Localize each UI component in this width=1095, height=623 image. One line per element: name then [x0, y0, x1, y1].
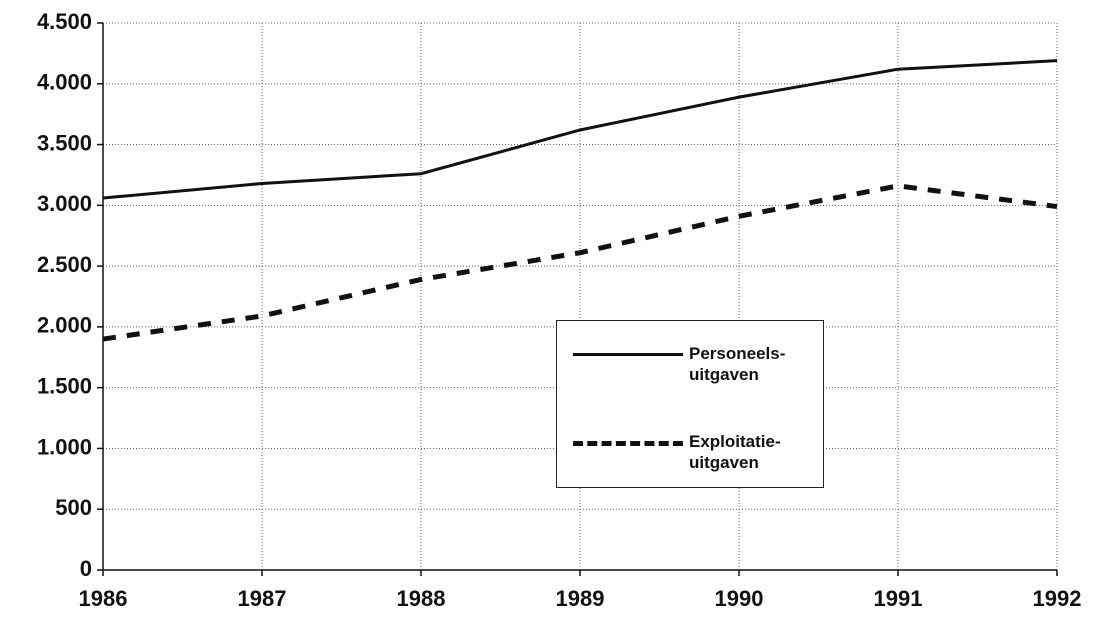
y-tick-label: 4.500: [37, 9, 92, 34]
legend: Personeels- uitgaven Exploitatie- uitgave…: [556, 320, 824, 488]
x-tick-label: 1986: [79, 586, 128, 611]
x-tick-label: 1987: [238, 586, 287, 611]
legend-swatch: [573, 353, 683, 356]
x-tick-label: 1992: [1033, 586, 1082, 611]
legend-label: Personeels- uitgaven: [689, 344, 786, 384]
x-tick-label: 1988: [397, 586, 446, 611]
y-tick-label: 4.000: [37, 70, 92, 95]
legend-swatch: [573, 441, 683, 446]
line-series: [102, 59, 1058, 200]
y-tick-label: 3.000: [37, 191, 92, 216]
legend-label: Exploitatie- uitgaven: [689, 432, 781, 472]
y-tick-label: 0: [80, 556, 92, 581]
y-tick-label: 2.500: [37, 252, 92, 277]
y-tick-label: 3.500: [37, 130, 92, 155]
y-tick-label: 500: [55, 495, 92, 520]
x-tick-label: 1991: [874, 586, 923, 611]
x-tick-label: 1989: [556, 586, 605, 611]
y-tick-label: 2.000: [37, 313, 92, 338]
y-tick-label: 1.000: [37, 434, 92, 459]
line-series: [102, 183, 1058, 342]
y-tick-label: 1.500: [37, 373, 92, 398]
x-tick-label: 1990: [715, 586, 764, 611]
